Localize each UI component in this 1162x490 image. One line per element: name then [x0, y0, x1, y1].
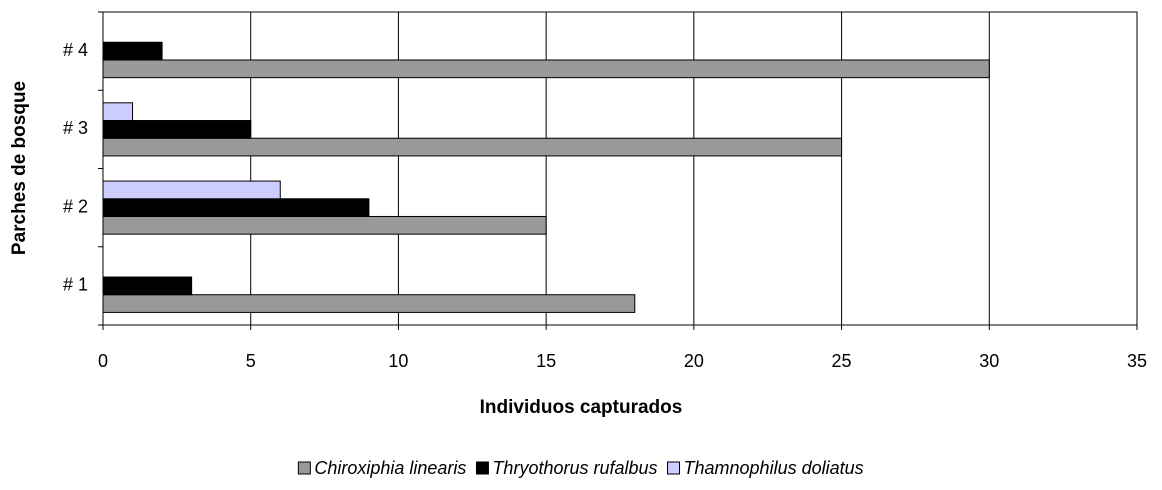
bar [102, 120, 252, 139]
x-tick-label: 15 [536, 351, 556, 371]
bar [102, 215, 547, 235]
y-tick-label: # 2 [63, 196, 88, 216]
legend-label: Thamnophilus doliatus [684, 458, 864, 478]
x-axis-label: Individuos capturados [480, 397, 683, 418]
legend-swatch [667, 461, 681, 475]
y-tick-label: # 4 [63, 40, 88, 60]
legend-swatch [297, 461, 311, 475]
x-tick-label: 25 [832, 351, 852, 371]
x-tick-label: 5 [246, 351, 256, 371]
bar [102, 102, 134, 122]
bar [102, 276, 193, 296]
bar [102, 198, 370, 217]
x-tick-label: 0 [98, 351, 108, 371]
x-tick-label: 35 [1127, 351, 1147, 371]
y-axis-label: Parches de bosque [9, 81, 30, 255]
y-tick-label: # 3 [63, 118, 88, 138]
bar [102, 137, 843, 157]
legend-label: Thryothorus rufalbus [492, 458, 657, 478]
bar [102, 180, 281, 200]
x-tick-label: 30 [979, 351, 999, 371]
y-tick-label: # 1 [63, 275, 88, 295]
x-tick-label: 10 [388, 351, 408, 371]
bar [102, 294, 636, 313]
bar [102, 59, 990, 79]
legend-label: Chiroxiphia linearis [314, 458, 466, 478]
legend-swatch [475, 461, 489, 475]
x-tick-label: 20 [684, 351, 704, 371]
plot-area [102, 11, 1138, 326]
bar [102, 41, 163, 61]
